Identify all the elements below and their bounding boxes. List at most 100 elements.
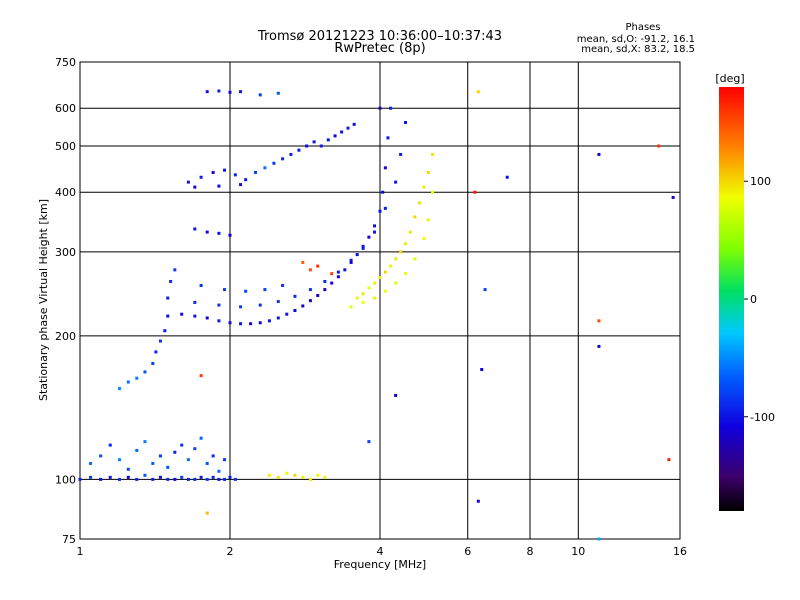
data-point — [193, 300, 197, 304]
data-point — [422, 236, 426, 240]
data-point — [228, 321, 232, 325]
data-point — [158, 454, 162, 458]
data-point — [355, 253, 359, 257]
data-point — [378, 209, 382, 213]
data-point — [308, 288, 312, 292]
data-point — [426, 170, 430, 174]
data-point — [285, 471, 289, 475]
data-point — [394, 393, 398, 397]
data-point — [126, 467, 130, 471]
data-point — [597, 319, 601, 323]
data-point — [408, 230, 412, 234]
x-axis-label: Frequency [MHz] — [334, 558, 426, 571]
data-point — [228, 475, 232, 479]
data-point — [422, 185, 426, 189]
data-point — [305, 144, 309, 148]
data-point — [223, 477, 227, 481]
data-point — [267, 473, 271, 477]
y-tick-label: 400 — [55, 186, 76, 199]
data-point — [426, 218, 430, 222]
data-point — [399, 250, 403, 254]
data-point — [383, 289, 387, 293]
data-point — [289, 152, 293, 156]
y-axis-label: Stationary phase Virtual Height [km] — [37, 199, 50, 401]
data-point — [349, 260, 353, 264]
data-point — [99, 454, 103, 458]
data-point — [394, 180, 398, 184]
data-point — [180, 443, 184, 447]
data-point — [158, 475, 162, 479]
data-point — [483, 288, 487, 292]
x-tick-label: 2 — [227, 545, 234, 558]
data-point — [99, 477, 103, 481]
data-point — [431, 190, 435, 194]
data-point — [199, 374, 203, 378]
y-tick-label: 75 — [62, 533, 76, 546]
data-point — [217, 184, 221, 188]
data-point — [301, 260, 305, 264]
data-point — [217, 477, 221, 481]
data-point — [431, 152, 435, 156]
legend-title: Phases — [625, 22, 660, 33]
colorbar — [719, 87, 744, 511]
y-tick-label: 750 — [55, 56, 76, 69]
data-point — [169, 279, 173, 283]
data-point — [352, 122, 356, 126]
data-point — [151, 361, 155, 365]
data-point — [205, 316, 209, 320]
data-point — [211, 170, 215, 174]
data-point — [378, 106, 382, 110]
data-point — [330, 272, 334, 276]
data-point — [355, 296, 359, 300]
data-point — [657, 144, 661, 148]
x-tick-label: 1 — [77, 545, 84, 558]
data-point — [323, 279, 327, 283]
data-point — [217, 231, 221, 235]
data-point — [340, 130, 344, 134]
data-point — [173, 450, 177, 454]
data-point — [316, 293, 320, 297]
data-point — [346, 126, 350, 130]
colorbar-tick-label: -100 — [750, 411, 775, 424]
data-point — [361, 300, 365, 304]
data-point — [308, 299, 312, 303]
x-tick-labels: 1 2 4 6 8 10 16 — [77, 545, 688, 558]
data-point — [205, 477, 209, 481]
data-point — [135, 448, 139, 452]
data-point — [166, 477, 170, 481]
data-point — [308, 477, 312, 481]
data-point — [373, 224, 377, 228]
data-point — [333, 134, 337, 138]
data-point — [301, 475, 305, 479]
data-point — [285, 312, 289, 316]
data-point — [386, 136, 390, 140]
y-tick-label: 500 — [55, 140, 76, 153]
data-point — [316, 264, 320, 268]
data-point — [193, 447, 197, 451]
data-point — [336, 275, 340, 279]
data-point — [383, 206, 387, 210]
data-point — [276, 91, 280, 95]
data-point — [258, 321, 262, 325]
data-point — [263, 166, 267, 170]
data-point — [233, 173, 237, 177]
y-tick-labels: 75 100 200 300 400 500 600 750 — [55, 56, 76, 546]
data-point — [193, 185, 197, 189]
data-point — [126, 380, 130, 384]
data-point — [323, 288, 327, 292]
data-point — [249, 322, 253, 326]
data-point — [217, 89, 221, 93]
data-point — [233, 477, 237, 481]
data-point — [239, 183, 243, 187]
x-tick-label: 6 — [464, 545, 471, 558]
data-point — [143, 370, 147, 374]
data-point — [667, 458, 671, 462]
data-point — [154, 350, 158, 354]
data-point — [671, 195, 675, 199]
data-point — [117, 387, 121, 391]
data-point — [361, 292, 365, 296]
data-point — [281, 283, 285, 287]
data-point — [505, 175, 509, 179]
data-point — [217, 303, 221, 307]
data-point — [276, 300, 280, 304]
